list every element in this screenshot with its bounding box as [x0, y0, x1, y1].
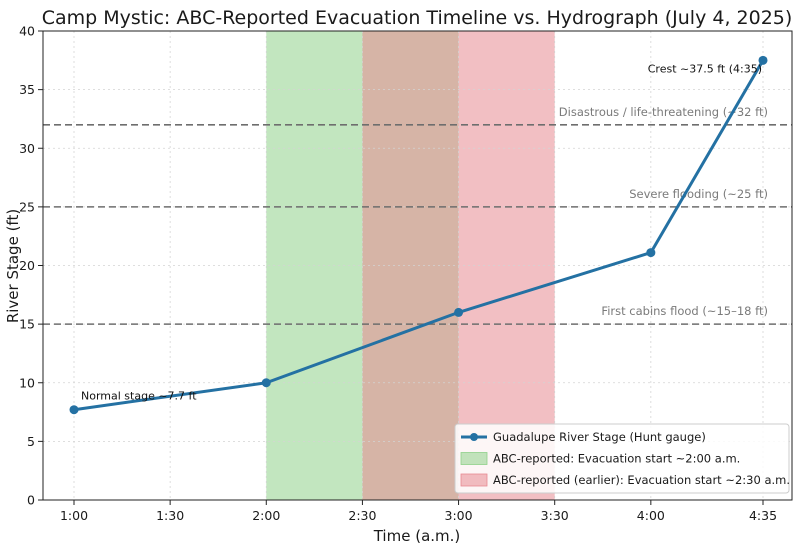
y-tick-label-6: 30 [19, 141, 35, 156]
x-tick-label-1: 1:30 [156, 508, 184, 523]
y-tick-label-3: 15 [19, 317, 35, 332]
y-tick-label-1: 5 [27, 434, 35, 449]
chart-title: Camp Mystic: ABC-Reported Evacuation Tim… [42, 7, 793, 29]
x-tick-label-4: 3:00 [445, 508, 473, 523]
x-axis-title: Time (a.m.) [373, 527, 461, 545]
series-layer [69, 55, 768, 415]
data-point-5 [758, 55, 768, 65]
y-tick-label-8: 40 [19, 24, 35, 39]
data-point-1 [69, 405, 79, 415]
axis-ticks: 0 5 10 15 20 25 30 35 40 1:00 1:30 2:00 2:30 3:00 3:30… [19, 24, 777, 524]
legend-marker-swatch [470, 433, 478, 441]
legend-box [454, 423, 790, 494]
x-tick-label-2: 2:00 [252, 508, 280, 523]
x-tick-label-6: 4:00 [637, 508, 665, 523]
x-tick-label-3: 2:30 [348, 508, 376, 523]
data-point-3 [454, 307, 464, 317]
legend-patch-swatch-2 [460, 473, 488, 487]
data-point-4 [646, 248, 656, 258]
reference-lines: Disastrous / life-threatening (~32 ft) Se… [43, 105, 792, 325]
annotation-crest: Crest ~37.5 ft (4:35) [648, 62, 762, 75]
legend-patch-swatch-1 [460, 452, 488, 465]
x-tick-label-0: 1:00 [60, 508, 88, 523]
y-tick-label-2: 10 [19, 375, 35, 390]
reference-line-label-1: Disastrous / life-threatening (~32 ft) [559, 105, 768, 119]
y-tick-label-0: 0 [27, 493, 35, 508]
legend-label-2: ABC-reported: Evacuation start ~2:00 a.m… [493, 452, 740, 466]
annotation-normal-stage: Normal stage ~7.7 ft [81, 390, 197, 403]
data-point-2 [261, 378, 271, 388]
y-tick-label-7: 35 [19, 82, 35, 97]
x-tick-label-7: 4:35 [749, 508, 777, 523]
reference-line-label-2: Severe flooding (~25 ft) [629, 187, 768, 201]
y-tick-label-4: 20 [19, 258, 35, 273]
legend-label-1: Guadalupe River Stage (Hunt gauge) [493, 430, 706, 444]
reference-line-label-3: First cabins flood (~15–18 ft) [601, 304, 768, 318]
y-tick-label-5: 25 [19, 199, 35, 214]
x-tick-label-5: 3:30 [541, 508, 569, 523]
legend-label-3: ABC-reported (earlier): Evacuation start… [493, 473, 790, 487]
annotations: Normal stage ~7.7 ft Crest ~37.5 ft (4:35… [81, 62, 762, 402]
y-axis-title: River Stage (ft) [4, 209, 22, 323]
legend: Guadalupe River Stage (Hunt gauge) ABC-re… [454, 423, 790, 494]
gridlines [43, 30, 792, 501]
